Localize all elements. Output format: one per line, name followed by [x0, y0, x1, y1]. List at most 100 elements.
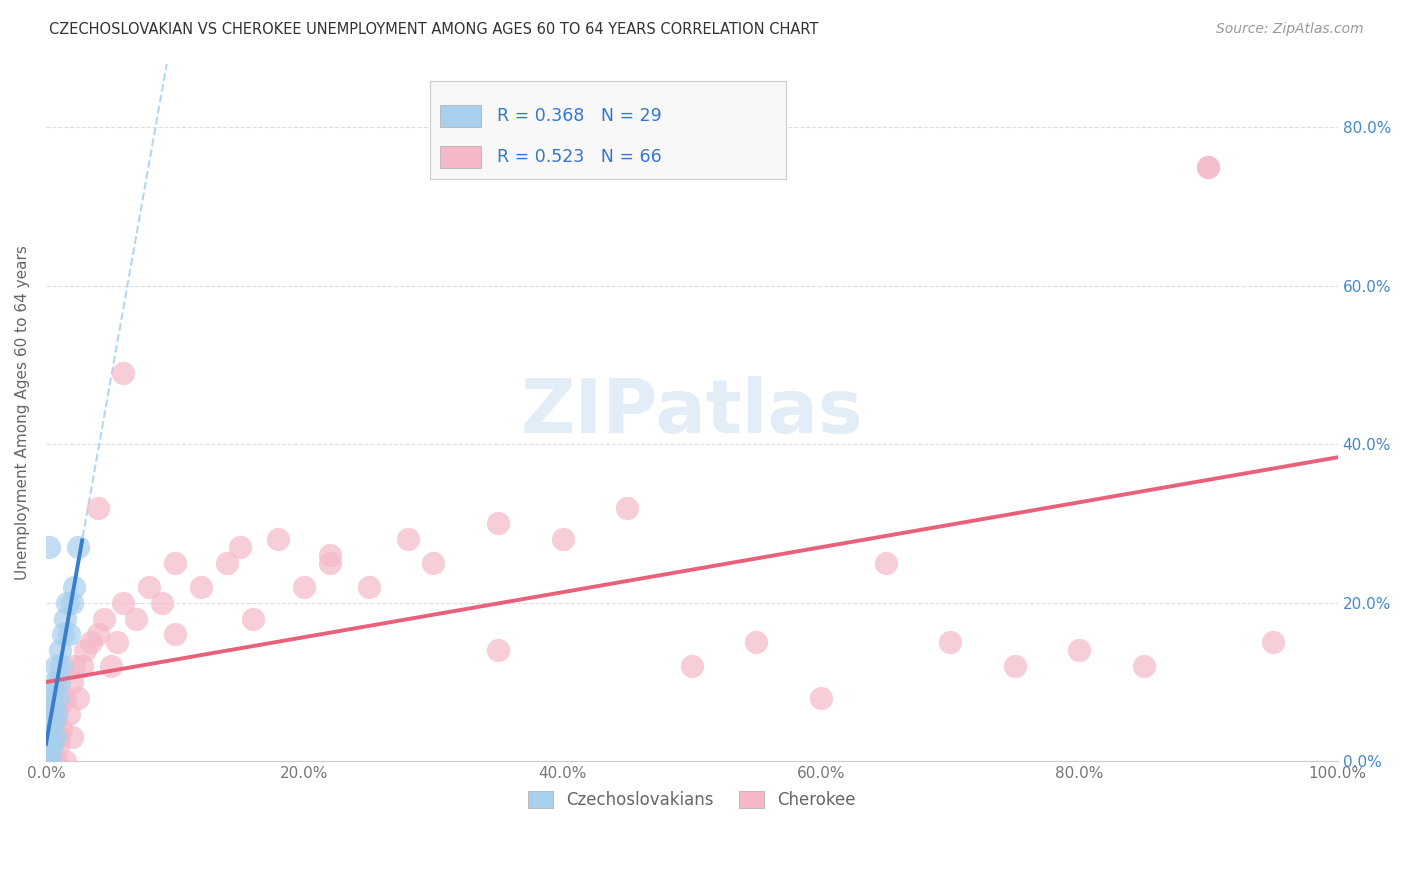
Point	[41, 738, 63, 752]
Point	[53, 754, 76, 768]
Point	[228, 540, 250, 554]
Point	[53, 690, 76, 705]
Point	[70, 659, 93, 673]
Point	[875, 556, 897, 570]
Point	[616, 500, 638, 515]
Point	[86, 500, 108, 515]
Point	[105, 635, 128, 649]
Point	[112, 596, 135, 610]
Point	[67, 540, 90, 554]
Point	[73, 643, 96, 657]
Text: R = 0.523   N = 66: R = 0.523 N = 66	[496, 148, 661, 166]
Point	[38, 746, 60, 760]
Point	[63, 580, 86, 594]
Point	[39, 731, 62, 745]
Text: R = 0.368   N = 29: R = 0.368 N = 29	[496, 107, 661, 125]
Point	[48, 698, 70, 713]
Point	[357, 580, 380, 594]
Point	[138, 580, 160, 594]
Point	[486, 643, 509, 657]
Y-axis label: Unemployment Among Ages 60 to 64 years: Unemployment Among Ages 60 to 64 years	[15, 245, 30, 580]
Point	[38, 738, 60, 752]
Legend: Czechoslovakians, Cherokee: Czechoslovakians, Cherokee	[522, 784, 862, 815]
Point	[48, 731, 70, 745]
Point	[38, 754, 60, 768]
Point	[52, 627, 75, 641]
Point	[745, 635, 768, 649]
Point	[1004, 659, 1026, 673]
Point	[319, 556, 342, 570]
Point	[38, 754, 60, 768]
Point	[486, 516, 509, 531]
Point	[44, 731, 66, 745]
Point	[215, 556, 238, 570]
Point	[48, 674, 70, 689]
Point	[939, 635, 962, 649]
Point	[51, 723, 73, 737]
Point	[55, 596, 77, 610]
Point	[38, 754, 60, 768]
Point	[46, 738, 69, 752]
Point	[60, 674, 83, 689]
Point	[319, 548, 342, 562]
Point	[86, 627, 108, 641]
Point	[49, 643, 72, 657]
Point	[150, 596, 173, 610]
Point	[292, 580, 315, 594]
Point	[1133, 659, 1156, 673]
Point	[125, 611, 148, 625]
Point	[53, 611, 76, 625]
Point	[810, 690, 832, 705]
Point	[93, 611, 115, 625]
Point	[38, 723, 60, 737]
Point	[45, 659, 67, 673]
Point	[38, 714, 60, 729]
Point	[37, 754, 59, 768]
Point	[38, 746, 60, 760]
Point	[39, 754, 62, 768]
FancyBboxPatch shape	[430, 81, 786, 179]
Point	[41, 698, 63, 713]
Bar	[440, 104, 481, 127]
Point	[45, 706, 67, 721]
Point	[35, 754, 58, 768]
Point	[39, 690, 62, 705]
Point	[63, 659, 86, 673]
Point	[38, 754, 60, 768]
Point	[45, 754, 67, 768]
Text: CZECHOSLOVAKIAN VS CHEROKEE UNEMPLOYMENT AMONG AGES 60 TO 64 YEARS CORRELATION C: CZECHOSLOVAKIAN VS CHEROKEE UNEMPLOYMENT…	[49, 22, 818, 37]
Point	[51, 659, 73, 673]
Point	[100, 659, 122, 673]
Point	[38, 540, 60, 554]
Point	[422, 556, 444, 570]
Text: Source: ZipAtlas.com: Source: ZipAtlas.com	[1216, 22, 1364, 37]
Point	[42, 754, 65, 768]
Point	[80, 635, 103, 649]
Bar	[440, 146, 481, 169]
Point	[37, 754, 59, 768]
Point	[44, 674, 66, 689]
Point	[45, 714, 67, 729]
Point	[46, 690, 69, 705]
Point	[1198, 160, 1220, 174]
Point	[681, 659, 703, 673]
Point	[60, 731, 83, 745]
Point	[190, 580, 212, 594]
Point	[41, 738, 63, 752]
Point	[165, 556, 187, 570]
Point	[58, 627, 80, 641]
Point	[39, 706, 62, 721]
Point	[44, 731, 66, 745]
Point	[267, 533, 290, 547]
Point	[551, 533, 574, 547]
Point	[1261, 635, 1284, 649]
Point	[42, 682, 65, 697]
Point	[396, 533, 419, 547]
Point	[112, 366, 135, 380]
Point	[165, 627, 187, 641]
Point	[58, 706, 80, 721]
Point	[41, 754, 63, 768]
Point	[37, 754, 59, 768]
Text: ZIPatlas: ZIPatlas	[520, 376, 863, 449]
Point	[67, 690, 90, 705]
